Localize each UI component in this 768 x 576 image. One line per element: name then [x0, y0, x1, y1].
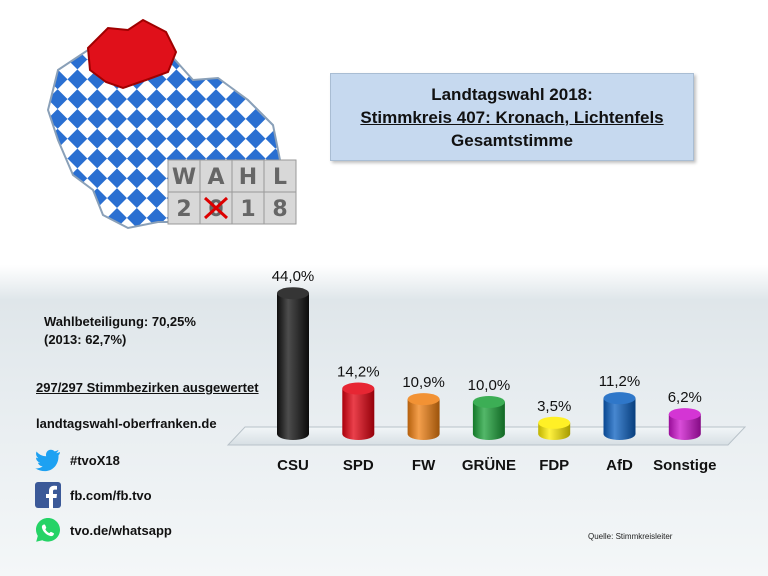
bar-fdp: [538, 416, 571, 440]
wahl-2018-cubes: W A H L 2 0 1 8: [167, 159, 297, 225]
labels-layer: 44,0% CSU 14,2% SPD 10,9% FW 10,0% GRÜNE 3,5% FDP…: [272, 268, 717, 474]
value-label-afd: 11,2%: [599, 373, 640, 390]
social-whatsapp: tvo.de/whatsapp: [34, 516, 172, 544]
bavaria-map-logo: W A H L 2 0 1 8: [46, 18, 297, 230]
bar-spd: [342, 382, 375, 440]
source-text: Quelle: Stimmkreisleiter: [588, 532, 673, 541]
cube-2: 2: [176, 197, 191, 222]
cube-h: H: [239, 165, 257, 190]
value-label-spd: 14,2%: [337, 364, 380, 381]
category-label-fw: FW: [412, 457, 436, 474]
title-line-1: Landtagswahl 2018:: [431, 84, 593, 104]
districts-counted-text: 297/297 Stimmbezirken ausgewertet: [36, 380, 259, 395]
cube-8: 8: [272, 197, 287, 222]
facebook-url: fb.com/fb.tvo: [70, 487, 152, 503]
twitter-hashtag: #tvoX18: [70, 452, 120, 468]
category-label-fdp: FDP: [539, 457, 569, 474]
category-label-gr-ne: GRÜNE: [462, 457, 516, 474]
whatsapp-icon: [36, 518, 60, 542]
turnout-text: Wahlbeteiligung: 70,25%: [44, 314, 196, 329]
turnout-previous-text: (2013: 62,7%): [44, 332, 127, 347]
category-label-spd: SPD: [343, 457, 374, 474]
title-line-3: Gesamtstimme: [451, 130, 573, 150]
bar-afd: [603, 392, 636, 440]
website-text: landtagswahl-oberfranken.de: [36, 416, 217, 431]
category-label-sonstige: Sonstige: [653, 457, 716, 474]
social-facebook: fb.com/fb.tvo: [34, 481, 152, 509]
facebook-icon: [35, 482, 61, 509]
highlighted-region: [86, 18, 178, 90]
category-label-csu: CSU: [277, 457, 309, 474]
turnout-info: Wahlbeteiligung: 70,25% (2013: 62,7%): [44, 313, 196, 349]
bar-gr-ne: [472, 396, 505, 440]
whatsapp-url: tvo.de/whatsapp: [70, 522, 172, 538]
value-label-fw: 10,9%: [402, 374, 445, 391]
value-label-fdp: 3,5%: [537, 398, 571, 415]
value-label-gr-ne: 10,0%: [468, 377, 511, 394]
title-box: Landtagswahl 2018: Stimmkreis 407: Krona…: [330, 73, 694, 161]
category-label-afd: AfD: [606, 457, 633, 474]
value-label-csu: 44,0%: [272, 268, 315, 285]
cube-1: 1: [240, 197, 255, 222]
bar-sonstige: [668, 408, 701, 440]
cube-w: W: [172, 165, 196, 190]
social-twitter: #tvoX18: [34, 446, 120, 474]
cube-a: A: [207, 165, 224, 190]
cube-l: L: [273, 165, 287, 190]
bar-csu: [277, 287, 309, 440]
ballot-cross-icon: [203, 196, 229, 220]
bars-layer: [277, 287, 701, 440]
twitter-icon: [35, 449, 60, 472]
bar-fw: [407, 393, 440, 440]
value-label-sonstige: 6,2%: [668, 389, 702, 406]
title-line-2: Stimmkreis 407: Kronach, Lichtenfels: [360, 107, 664, 127]
